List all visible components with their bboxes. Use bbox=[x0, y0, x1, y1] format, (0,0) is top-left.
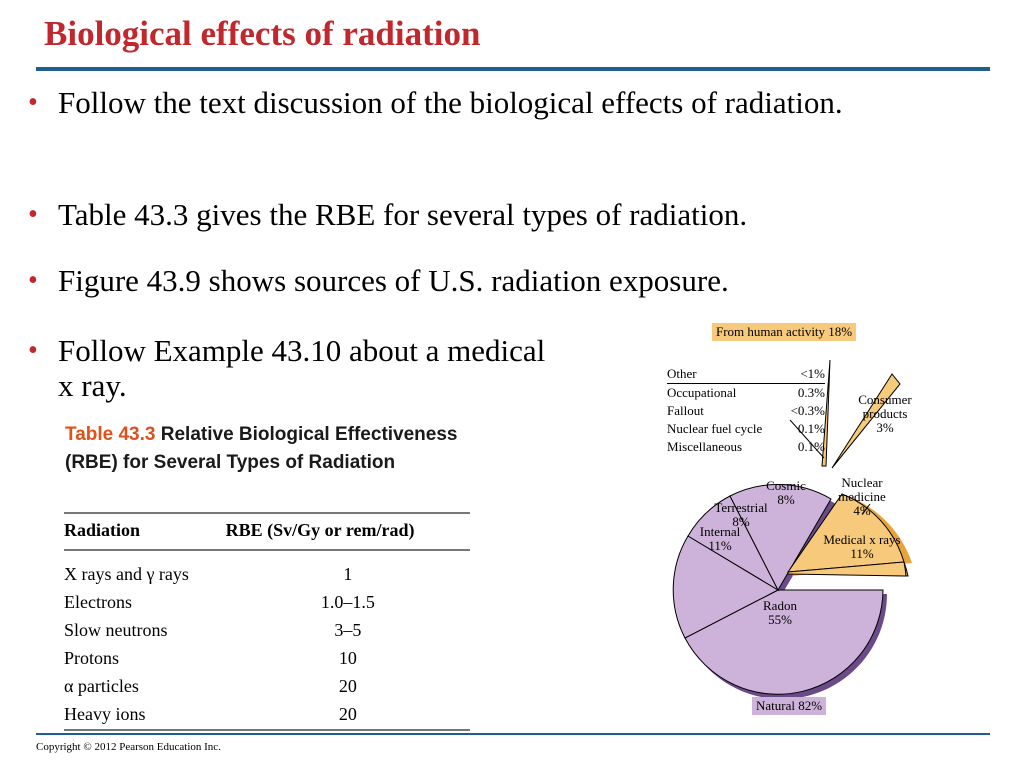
slice-value: 4% bbox=[853, 503, 871, 518]
label-terrestrial: Terrestrial 8% bbox=[708, 501, 774, 529]
slice-value: 8% bbox=[732, 514, 750, 529]
table-row: Slow neutrons 3–5 bbox=[64, 616, 470, 644]
leader-line bbox=[861, 503, 871, 515]
pie-slice-cosmic bbox=[729, 484, 832, 592]
label-nuclear-medicine: Nuclear medicine 4% bbox=[832, 476, 892, 518]
bullet-text: Follow the text discussion of the biolog… bbox=[58, 85, 843, 120]
minor-source-value: <0.3% bbox=[790, 403, 825, 418]
rbe-value: 1 bbox=[343, 563, 353, 584]
slice-name: Nuclear bbox=[841, 475, 883, 490]
slice-name: Terrestrial bbox=[714, 500, 768, 515]
rbe-value: 10 bbox=[338, 647, 357, 668]
natural-label: Natural 82% bbox=[752, 697, 827, 715]
minor-source-value: 0.3% bbox=[797, 385, 825, 400]
radiation-type: Protons bbox=[64, 647, 120, 668]
bullet-marker: • bbox=[28, 265, 38, 296]
rbe-table: Radiation RBE (Sv/Gy or rem/rad) X rays … bbox=[64, 512, 470, 731]
minor-source-row: Nuclear fuel cycle 0.1% bbox=[667, 420, 825, 438]
table-header-row: Radiation RBE (Sv/Gy or rem/rad) bbox=[64, 512, 470, 551]
bullet-marker: • bbox=[28, 87, 38, 118]
slice-value: 11% bbox=[850, 546, 874, 561]
slice-name: products bbox=[862, 406, 908, 421]
bullet-item: • Follow Example 43.10 about a medical x… bbox=[28, 333, 548, 403]
bullet-marker: • bbox=[28, 199, 38, 230]
pie-slice-nuclear-medicine bbox=[786, 493, 905, 573]
pie-slice-minor-sources bbox=[821, 359, 831, 467]
minor-source-value: 0.1% bbox=[797, 421, 825, 436]
minor-source-value: 0.1% bbox=[797, 439, 825, 454]
minor-source-row: Occupational 0.3% bbox=[667, 384, 825, 402]
pie-slice-internal bbox=[672, 535, 780, 639]
minor-source-value: <1% bbox=[800, 366, 825, 381]
radiation-sources-figure: From human activity 18% Other <1% Occupa… bbox=[640, 318, 940, 728]
bullet-item: • Figure 43.9 shows sources of U.S. radi… bbox=[28, 263, 978, 298]
label-internal: Internal 11% bbox=[692, 525, 748, 553]
label-consumer-products: Consumer products 3% bbox=[850, 393, 920, 435]
radiation-type: Slow neutrons bbox=[64, 619, 168, 640]
slide-title: Biological effects of radiation bbox=[44, 14, 481, 53]
minor-source-name: Other bbox=[667, 366, 697, 381]
slice-name: medicine bbox=[838, 489, 886, 504]
slice-name: Medical x rays bbox=[823, 532, 901, 547]
radiation-type: Electrons bbox=[64, 591, 132, 612]
slice-name: Radon bbox=[763, 598, 797, 613]
footer-divider bbox=[36, 733, 990, 735]
table-row: α particles 20 bbox=[64, 672, 470, 700]
pie-slice-consumer-products bbox=[831, 373, 901, 469]
minor-source-row: Miscellaneous 0.1% bbox=[667, 438, 825, 456]
minor-source-name: Fallout bbox=[667, 403, 704, 418]
pie-chart bbox=[672, 359, 912, 700]
slice-value: 11% bbox=[708, 538, 732, 553]
slice-name: Cosmic bbox=[766, 478, 806, 493]
minor-source-name: Miscellaneous bbox=[667, 439, 743, 454]
minor-source-name: Nuclear fuel cycle bbox=[667, 421, 763, 436]
table-row: X rays and γ rays 1 bbox=[64, 550, 470, 588]
bullet-marker: • bbox=[28, 335, 38, 366]
slice-name: Consumer bbox=[858, 392, 912, 407]
rbe-value: 20 bbox=[338, 675, 357, 696]
bullet-text: Figure 43.9 shows sources of U.S. radiat… bbox=[58, 263, 729, 298]
pie-slice-radon bbox=[684, 589, 884, 695]
label-radon: Radon 55% bbox=[750, 599, 810, 627]
table-row: Heavy ions 20 bbox=[64, 700, 470, 731]
slice-value: 55% bbox=[768, 612, 792, 627]
leader-line bbox=[789, 419, 825, 459]
slice-name: Internal bbox=[699, 524, 741, 539]
table-row: Electrons 1.0–1.5 bbox=[64, 588, 470, 616]
slice-value: 3% bbox=[876, 420, 894, 435]
bullet-item: • Follow the text discussion of the biol… bbox=[28, 85, 928, 120]
table-caption: Table 43.3 Relative Biological Effective… bbox=[65, 421, 485, 477]
column-header-radiation: Radiation bbox=[64, 512, 226, 551]
minor-source-row: Other <1% bbox=[667, 365, 825, 384]
bullet-text: Table 43.3 gives the RBE for several typ… bbox=[58, 197, 748, 232]
label-medical-xrays: Medical x rays 11% bbox=[814, 533, 910, 561]
column-header-rbe: RBE (Sv/Gy or rem/rad) bbox=[225, 512, 470, 551]
label-cosmic: Cosmic 8% bbox=[756, 479, 816, 507]
rbe-value: 3–5 bbox=[334, 619, 362, 640]
bullet-text: Follow Example 43.10 about a medical x r… bbox=[58, 333, 546, 403]
minor-source-name: Occupational bbox=[667, 385, 737, 400]
pie-slice-medical-xrays-main bbox=[787, 561, 907, 577]
table-caption-text: Relative Biological Effectiveness (RBE) … bbox=[65, 424, 458, 473]
table-row: Protons 10 bbox=[64, 644, 470, 672]
bullet-item: • Table 43.3 gives the RBE for several t… bbox=[28, 197, 978, 232]
copyright-notice: Copyright © 2012 Pearson Education Inc. bbox=[36, 741, 221, 753]
radiation-type: X rays and γ rays bbox=[64, 563, 189, 584]
slice-value: 8% bbox=[777, 492, 795, 507]
minor-sources-list: Other <1% Occupational 0.3% Fallout <0.3… bbox=[667, 365, 825, 456]
rbe-value: 20 bbox=[225, 700, 470, 731]
human-activity-label: From human activity 18% bbox=[712, 323, 857, 341]
minor-source-row: Fallout <0.3% bbox=[667, 402, 825, 420]
radiation-type: α particles bbox=[64, 675, 139, 696]
title-divider bbox=[36, 67, 990, 71]
rbe-value: 1.0–1.5 bbox=[320, 591, 375, 612]
table-number: Table 43.3 bbox=[65, 424, 156, 445]
radiation-type: Heavy ions bbox=[64, 700, 226, 731]
